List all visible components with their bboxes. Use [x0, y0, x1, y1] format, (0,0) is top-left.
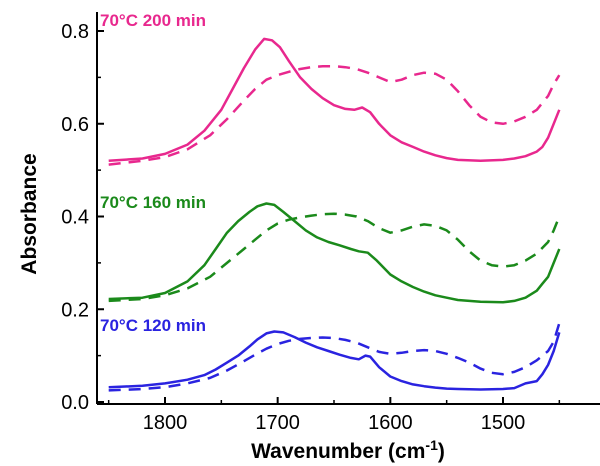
y-axis-title: Absorbance: [18, 153, 41, 274]
y-tick-label-0.6: 0.6: [61, 114, 89, 136]
y-tick-label-0: 0.0: [61, 392, 89, 414]
x-axis-title-superscript: -1: [425, 437, 438, 453]
series-label-160min: 70°C 160 min: [100, 193, 206, 212]
x-axis-title-main: Wavenumber (cm: [251, 440, 425, 463]
series-label-120min: 70°C 120 min: [100, 316, 206, 335]
series-label-200min: 70°C 200 min: [100, 11, 206, 30]
series-line-1-dashed: [108, 64, 561, 166]
x-tick-label-1600: 1600: [368, 412, 413, 434]
series-line-3-dashed: [108, 212, 561, 303]
x-axis-title: Wavenumber (cm-1): [251, 437, 445, 463]
x-tick-label-1500: 1500: [481, 412, 526, 434]
series-line-4-solid: [108, 330, 561, 391]
series-line-0-solid: [108, 37, 561, 163]
x-tick-label-1700: 1700: [255, 412, 300, 434]
tick-layer: 1800 1700 1600 1500 0.0 0.2 0.4 0.6 0.8: [61, 21, 561, 434]
y-tick-label-0.4: 0.4: [61, 207, 89, 229]
y-tick-label-0.8: 0.8: [61, 21, 89, 43]
y-tick-label-0.2: 0.2: [61, 299, 89, 321]
x-tick-label-1800: 1800: [143, 412, 188, 434]
series-line-2-solid: [108, 202, 561, 304]
x-axis-title-close: ): [438, 440, 445, 463]
series-layer: [108, 37, 561, 392]
